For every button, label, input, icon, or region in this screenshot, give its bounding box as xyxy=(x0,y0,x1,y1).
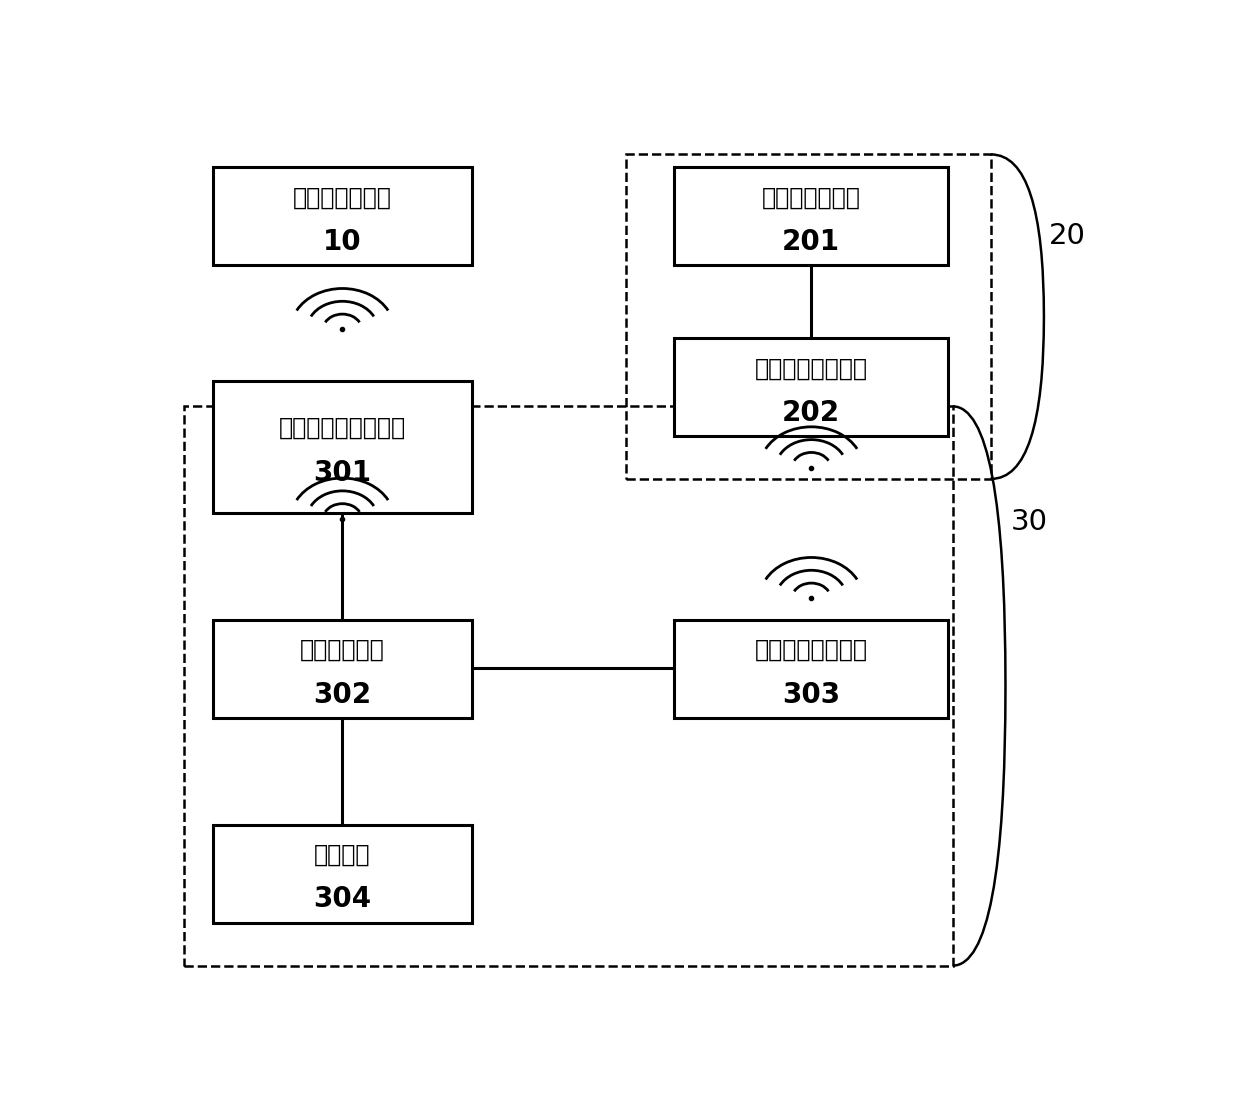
Text: 201: 201 xyxy=(782,228,839,256)
Text: 302: 302 xyxy=(314,681,372,709)
Text: 屏显模块: 屏显模块 xyxy=(314,843,371,867)
Text: 集中处理模块: 集中处理模块 xyxy=(300,638,384,662)
Text: 称重传感器模块: 称重传感器模块 xyxy=(761,185,861,210)
Text: 第一无线收发模块: 第一无线收发模块 xyxy=(754,356,868,380)
Bar xyxy=(184,406,952,966)
Text: 10: 10 xyxy=(324,228,362,256)
Bar xyxy=(626,154,991,479)
Text: 第二无线收发模块: 第二无线收发模块 xyxy=(754,638,868,662)
Text: 20: 20 xyxy=(1049,222,1085,250)
Text: 202: 202 xyxy=(782,399,839,427)
Text: 手推车身份标签: 手推车身份标签 xyxy=(293,185,392,210)
Bar xyxy=(675,620,947,718)
Text: 手推车身份识别模块: 手推车身份识别模块 xyxy=(279,416,405,440)
Bar xyxy=(213,825,472,923)
Text: 301: 301 xyxy=(314,458,372,487)
Text: 304: 304 xyxy=(314,885,372,914)
Bar xyxy=(675,167,947,265)
Text: 30: 30 xyxy=(1011,508,1048,536)
Bar xyxy=(213,380,472,513)
Bar xyxy=(675,338,947,436)
Bar xyxy=(213,167,472,265)
Text: 303: 303 xyxy=(782,681,839,709)
Bar xyxy=(213,620,472,718)
